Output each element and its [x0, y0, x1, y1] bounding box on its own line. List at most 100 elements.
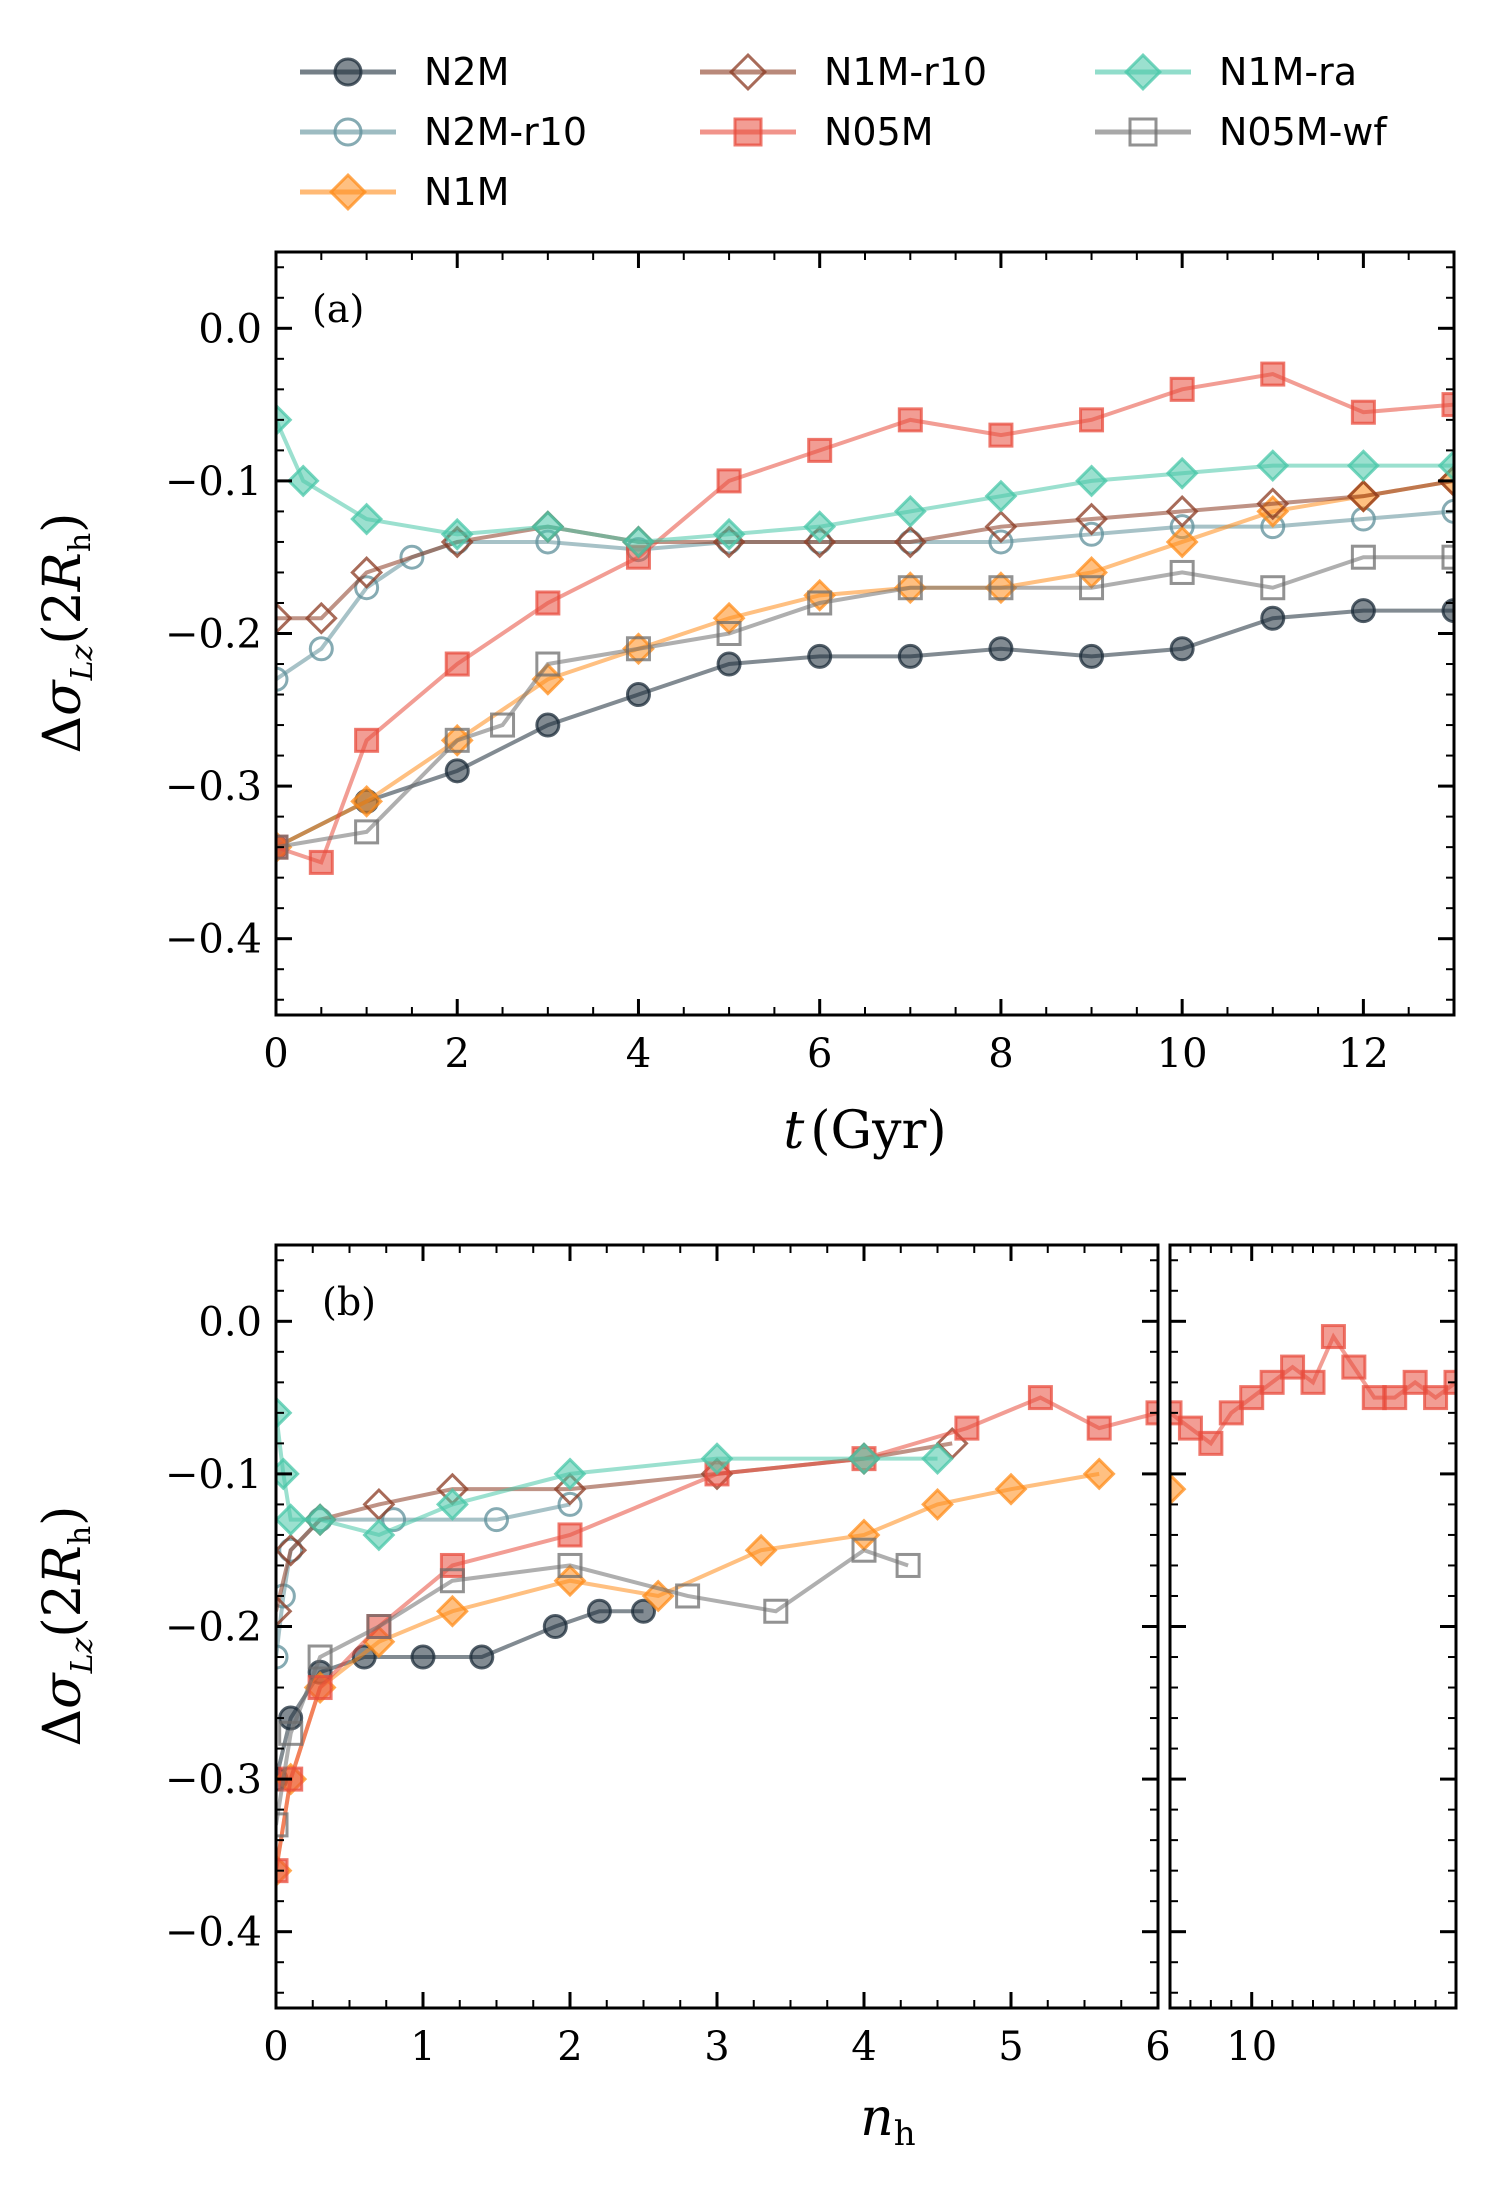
point-n1m [1165, 525, 1199, 559]
legend-label: N05M-wf [1219, 110, 1388, 154]
point-n05m [1320, 1324, 1346, 1350]
panel-c: 10 [1168, 1243, 1458, 2070]
y-tick-label: −0.2 [165, 612, 262, 658]
y-tick-label: 0.0 [198, 1299, 262, 1345]
point-n2m [410, 1644, 436, 1670]
point-n05m [1027, 1385, 1053, 1411]
point-n1m-ra [350, 502, 384, 536]
legend-label: N2M [424, 50, 509, 94]
point-n05m-wf [1079, 575, 1105, 601]
point-n05m [897, 407, 923, 433]
point-n1m-r10 [276, 1533, 308, 1567]
point-n1m-r10 [1256, 487, 1290, 521]
point-n05m-wf [276, 1812, 289, 1838]
point-n05m-wf [439, 1568, 465, 1594]
point-n05m-wf [276, 834, 289, 860]
point-n1m [435, 1594, 469, 1628]
point-n05m-wf [557, 1552, 583, 1578]
legend-item-n2m: N2M [300, 50, 509, 94]
x-tick-label: 12 [1338, 1031, 1389, 1077]
y-tick-label: −0.1 [165, 459, 262, 505]
point-n05m [1218, 1400, 1244, 1426]
legend-item-n1m-r10: N1M-r10 [700, 50, 987, 94]
legend-label: N1M [424, 170, 509, 214]
point-n1m-r10 [276, 1594, 293, 1628]
point-n05m [1260, 361, 1286, 387]
point-n1m-ra [531, 510, 565, 544]
point-n2m-r10 [354, 575, 380, 601]
point-n05m [1239, 1385, 1265, 1411]
point-n1m-ra [276, 1503, 308, 1537]
point-n1m-ra [303, 1503, 337, 1537]
panel-a-ticks: 0 2 4 6 8 10 12 0.0 −0.1 −0.2 −0.3 −0.4 [165, 252, 1455, 1077]
point-n2m-r10 [484, 1507, 509, 1533]
point-n1m-ra [984, 479, 1018, 513]
point-n05m [354, 727, 380, 753]
point-n2m [469, 1644, 495, 1670]
point-n1m-ra [622, 525, 655, 559]
point-n05m [1259, 1369, 1285, 1395]
legend-label: N05M [824, 110, 934, 154]
legend-marker [333, 57, 363, 87]
point-n05m-wf [490, 712, 516, 738]
point-n2m-r10 [276, 1644, 289, 1670]
legend-label: N1M-r10 [824, 50, 987, 94]
point-n05m [1169, 376, 1195, 402]
point-n1m-ra [553, 1457, 587, 1491]
point-n05m [716, 468, 742, 494]
point-n1m-ra [847, 1442, 881, 1476]
x-tick-label: 0 [263, 2024, 288, 2070]
point-n05m-wf [366, 1614, 392, 1639]
panel-a-ylabel: ΔσLz(2Rh) [33, 513, 100, 754]
point-n2m [1441, 598, 1454, 624]
point-n1m-ra [700, 1442, 734, 1476]
point-n05m-wf [354, 819, 380, 845]
point-n2m-r10 [399, 544, 425, 570]
point-n1m-r10 [1075, 502, 1108, 536]
panel-b-ylabel: ΔσLz(2Rh) [33, 1506, 100, 1747]
point-n1m-ra [362, 1518, 396, 1552]
point-n1m-r10 [803, 525, 837, 559]
point-n05m [535, 590, 561, 616]
point-n1m [994, 1472, 1028, 1506]
point-n05m-wf [716, 621, 742, 646]
legend-marker [328, 172, 368, 212]
y-tick-label: −0.3 [165, 1757, 262, 1803]
point-n1m-ra [1165, 456, 1199, 490]
x-tick-label: 10 [1157, 1031, 1208, 1077]
point-n1m-r10 [984, 510, 1018, 544]
point-n05m [807, 437, 833, 463]
point-n05m [988, 422, 1014, 448]
plot-area [276, 1385, 1158, 1888]
point-n05m-wf [988, 575, 1014, 601]
point-n05m [954, 1415, 980, 1441]
panel-a-xlabel: t (Gyr) [783, 1101, 946, 1161]
point-n05m [1350, 399, 1376, 425]
legend-marker [1123, 52, 1163, 92]
point-n05m-wf [307, 1644, 333, 1670]
point-n1m-ra [921, 1442, 954, 1476]
panel-a: 0 2 4 6 8 10 120.0−0.1−0.2−0.3−0.4 (a) t (Gyr) … [33, 250, 1456, 1161]
point-n2m-r10 [988, 529, 1014, 555]
series-line-n1m [276, 478, 1454, 849]
panel-b-data [276, 1385, 1158, 1888]
point-n1m [1170, 1472, 1187, 1506]
point-n1m-r10 [350, 556, 384, 589]
y-tick-label: −0.1 [165, 1452, 262, 1498]
point-n2m [586, 1598, 612, 1624]
legend-label: N1M-ra [1219, 50, 1357, 94]
point-n05m [1280, 1354, 1306, 1380]
point-n2m [351, 1644, 377, 1670]
point-n1m [1082, 1457, 1116, 1491]
point-n1m-ra [286, 464, 320, 498]
point-n2m [1169, 636, 1195, 662]
point-n05m [308, 849, 334, 875]
x-tick-label: 5 [998, 2024, 1023, 2070]
legend-label: N2M-r10 [424, 110, 587, 154]
point-n1m-r10 [1346, 479, 1380, 513]
panel-a-label: (a) [312, 287, 364, 331]
point-n2m [716, 651, 742, 677]
point-n1m-ra [803, 510, 837, 544]
point-n2m [535, 712, 561, 738]
